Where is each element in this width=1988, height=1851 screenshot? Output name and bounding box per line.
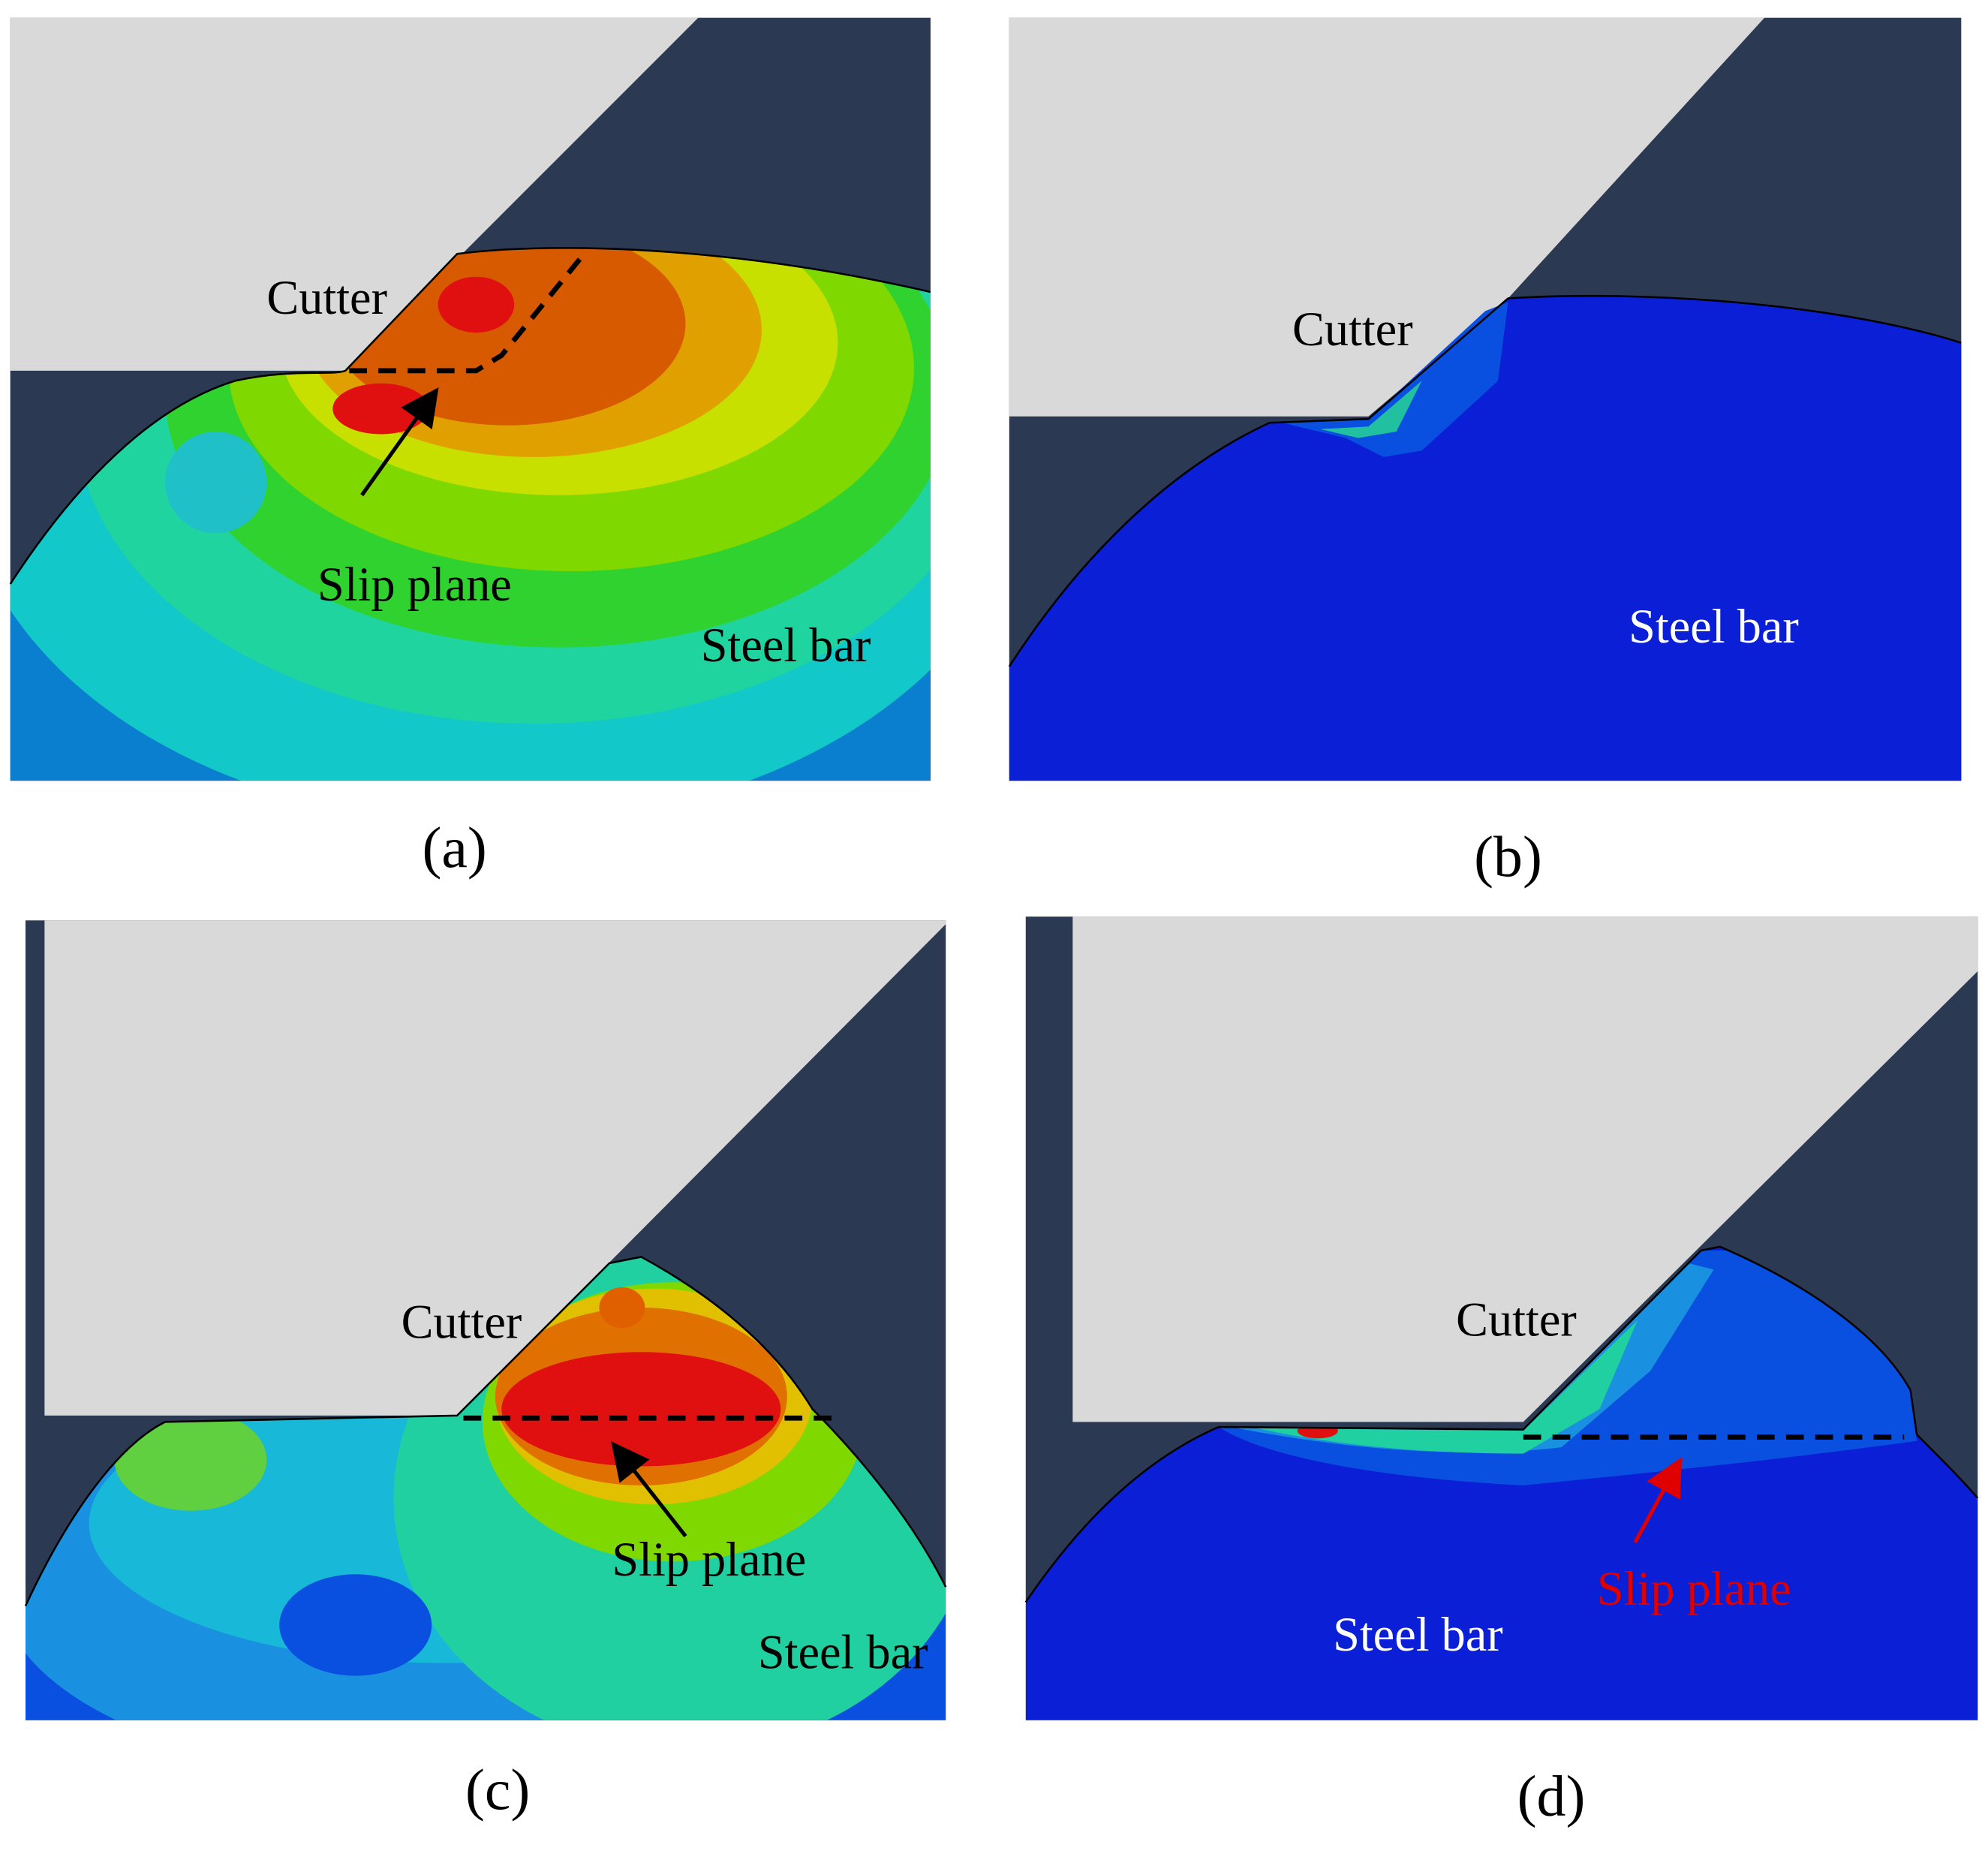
steel-bar-label: Steel bar [1333,1608,1503,1661]
stress-zone [1320,381,1422,438]
panel-d: Cutter Slip plane Steel bar (d) [1024,916,1979,1828]
panel-label: (c) [465,1757,530,1822]
panel-label: (a) [422,815,486,880]
cutter-label: Cutter [402,1296,522,1349]
steel-bar-label: Steel bar [1629,600,1799,653]
cutter-shape [1009,17,1765,417]
panel-c: Cutter Slip plane Steel bar (c) [24,920,947,1822]
panel-b: Cutter Steel bar (b) [1008,17,1962,889]
slip-plane-label: Slip plane [317,558,512,611]
stress-zone [1282,302,1508,457]
panel-label: (b) [1474,824,1542,889]
panel-label: (d) [1517,1764,1586,1828]
cutter-shape [10,17,699,371]
steel-bar-label: Steel bar [758,1625,928,1678]
steel-bar-shape [1009,296,1962,781]
cutter-shape [44,920,946,1416]
steel-bar-label: Steel bar [701,619,871,672]
cutter-label: Cutter [1456,1293,1577,1346]
slip-plane-label: Slip plane [1597,1562,1791,1615]
cutter-label: Cutter [1292,302,1413,356]
cutter-label: Cutter [266,271,387,324]
slip-plane-label: Slip plane [612,1533,806,1586]
cutter-shape [1072,916,1978,1422]
panel-a: Cutter Slip plane Steel bar (a) [9,17,931,880]
